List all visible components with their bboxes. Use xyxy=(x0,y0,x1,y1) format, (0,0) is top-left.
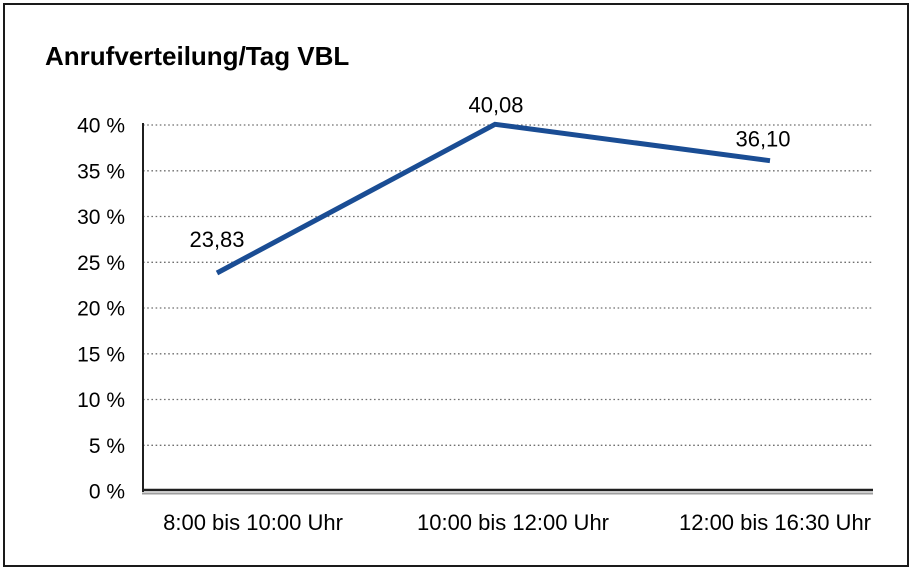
y-axis-tick-label: 5 % xyxy=(89,435,125,458)
data-point-label: 23,83 xyxy=(189,227,244,252)
y-axis-tick-label: 0 % xyxy=(89,481,125,504)
y-axis-tick-label: 25 % xyxy=(77,252,125,275)
x-axis-category-label: 10:00 bis 12:00 Uhr xyxy=(417,510,609,535)
x-axis-category-label: 8:00 bis 10:00 Uhr xyxy=(163,510,343,535)
chart-frame: Anrufverteilung/Tag VBL xyxy=(3,3,909,567)
y-axis-tick-label: 40 % xyxy=(77,115,125,138)
y-axis-tick-label: 20 % xyxy=(77,298,125,321)
chart-title: Anrufverteilung/Tag VBL xyxy=(45,41,350,71)
y-axis-tick-label: 30 % xyxy=(77,206,125,229)
data-point-label: 36,10 xyxy=(735,127,790,152)
y-axis-tick-label: 35 % xyxy=(77,160,125,183)
data-line xyxy=(215,121,771,276)
x-axis-category-label: 12:00 bis 16:30 Uhr xyxy=(679,510,871,535)
y-axis-tick-label: 15 % xyxy=(77,343,125,366)
y-axis-tick-label: 10 % xyxy=(77,389,125,412)
data-point-label: 40,08 xyxy=(468,92,523,117)
